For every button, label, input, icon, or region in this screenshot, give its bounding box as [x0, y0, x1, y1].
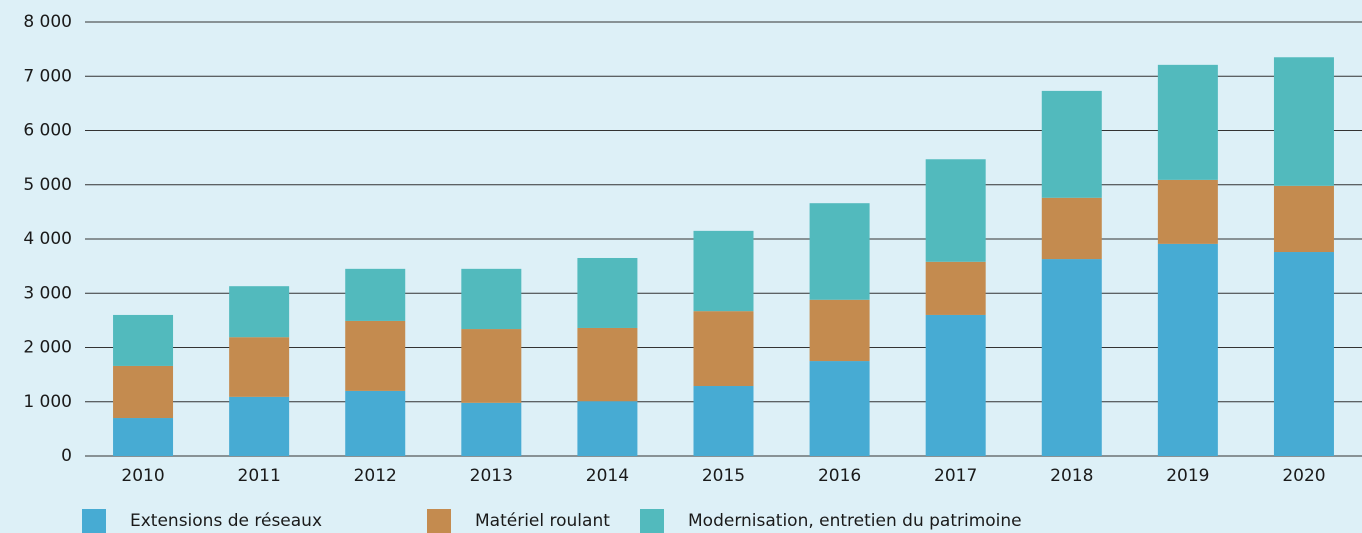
x-tick-label: 2018 — [1050, 466, 1093, 486]
x-tick-label: 2019 — [1166, 466, 1209, 486]
bar-segment — [113, 314, 174, 366]
bar-segment — [113, 365, 174, 419]
legend-label: Modernisation, entretien du patrimoine — [688, 511, 1022, 531]
bar-segment — [925, 159, 986, 262]
y-tick-label: 8 000 — [23, 12, 72, 32]
legend-swatch — [640, 509, 664, 533]
bar-segment — [1273, 57, 1334, 186]
bar-segment — [461, 329, 522, 403]
x-tick-label: 2010 — [121, 466, 164, 486]
x-tick-label: 2016 — [818, 466, 861, 486]
bar-segment — [577, 401, 638, 456]
bar-segment — [345, 268, 406, 321]
bar-segment — [113, 418, 174, 456]
bar-segment — [925, 261, 986, 315]
bar-segment — [229, 337, 290, 397]
legend-swatch — [427, 509, 451, 533]
y-tick-label: 2 000 — [23, 338, 72, 358]
bar-segment — [461, 268, 522, 330]
bar-segment — [809, 299, 870, 362]
bar-segment — [229, 396, 290, 456]
x-tick-label: 2011 — [238, 466, 281, 486]
x-tick-label: 2012 — [354, 466, 397, 486]
bar-segment — [1157, 243, 1218, 456]
legend-label: Extensions de réseaux — [130, 511, 322, 531]
y-tick-label: 3 000 — [23, 283, 72, 303]
bar-segment — [1273, 252, 1334, 456]
x-tick-label: 2013 — [470, 466, 513, 486]
bar-segment — [345, 390, 406, 456]
legend-label: Matériel roulant — [475, 511, 610, 531]
bar-segment — [809, 203, 870, 300]
bar-segment — [577, 327, 638, 402]
y-tick-label: 7 000 — [23, 66, 72, 86]
bar-segment — [693, 311, 754, 387]
bar-segment — [1273, 185, 1334, 253]
x-tick-label: 2014 — [586, 466, 629, 486]
bar-segment — [1041, 259, 1102, 456]
bar-segment — [577, 257, 638, 328]
x-tick-label: 2020 — [1282, 466, 1325, 486]
y-tick-label: 1 000 — [23, 392, 72, 412]
y-tick-label: 0 — [61, 446, 72, 466]
x-tick-label: 2017 — [934, 466, 977, 486]
bar-segment — [229, 286, 290, 338]
x-tick-label: 2015 — [702, 466, 745, 486]
bar-segment — [1157, 179, 1218, 244]
bar-segment — [345, 320, 406, 391]
bar-segment — [693, 386, 754, 456]
y-tick-label: 5 000 — [23, 175, 72, 195]
bar-segment — [1157, 64, 1218, 180]
bar-segment — [693, 230, 754, 312]
legend-swatch — [82, 509, 106, 533]
bar-segment — [809, 361, 870, 456]
bar-segment — [1041, 90, 1102, 198]
bar-segment — [461, 402, 522, 456]
y-tick-label: 6 000 — [23, 121, 72, 141]
bar-segment — [1041, 197, 1102, 260]
bar-segment — [925, 314, 986, 456]
y-tick-label: 4 000 — [23, 229, 72, 249]
